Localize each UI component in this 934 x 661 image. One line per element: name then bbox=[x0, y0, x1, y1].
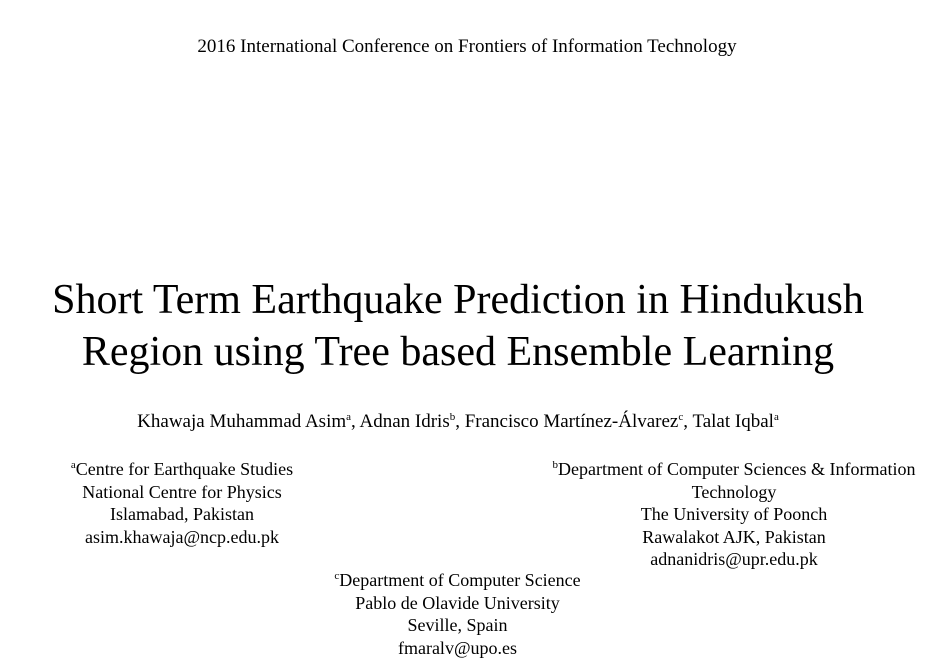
author-separator: , bbox=[455, 411, 465, 432]
affiliation-mark: c bbox=[334, 570, 340, 582]
affiliation-line: Rawalakot AJK, Pakistan bbox=[642, 526, 826, 547]
affiliation-email: adnanidris@upr.edu.pk bbox=[650, 549, 818, 569]
affiliation-line: aCentre for Earthquake Studies bbox=[70, 459, 294, 479]
affiliation-line: Seville, Spain bbox=[407, 615, 508, 635]
affiliation-b: bDepartment of Computer Sciences & Infor… bbox=[538, 458, 930, 571]
affiliation-c: cDepartment of Computer Science Pablo de… bbox=[300, 569, 615, 659]
affiliation-line: cDepartment of Computer Science bbox=[334, 570, 581, 590]
affiliation-email: fmaralv@upo.es bbox=[397, 637, 518, 658]
affiliation-line: National Centre for Physics bbox=[82, 481, 282, 502]
affiliation-mark: a bbox=[70, 459, 76, 471]
affiliation-line: bDepartment of Computer Sciences & Infor… bbox=[552, 459, 916, 479]
affiliation-email: asim.khawaja@ncp.edu.pk bbox=[84, 526, 280, 547]
author-name: Talat Iqbal bbox=[692, 411, 774, 432]
author-list: Khawaja Muhammad Asima, Adnan Idrisb, Fr… bbox=[0, 411, 916, 433]
paper-title: Short Term Earthquake Prediction in Hind… bbox=[0, 274, 916, 378]
title-line-1: Short Term Earthquake Prediction in Hind… bbox=[52, 277, 864, 323]
conference-header: 2016 International Conference on Frontie… bbox=[197, 36, 737, 57]
affiliation-line: Islamabad, Pakistan bbox=[110, 504, 254, 524]
author-mark: b bbox=[449, 411, 456, 423]
title-line-2: Region using Tree based Ensemble Learnin… bbox=[81, 329, 835, 375]
author-separator: , bbox=[351, 411, 360, 432]
author-mark: a bbox=[773, 411, 779, 423]
affiliation-line: Technology bbox=[691, 481, 777, 502]
author-name: Francisco Martínez-Álvarez bbox=[464, 411, 679, 432]
author-mark: c bbox=[678, 411, 684, 423]
author-name: Adnan Idris bbox=[359, 411, 450, 432]
author-name: Khawaja Muhammad Asim bbox=[137, 411, 347, 432]
affiliation-mark: b bbox=[552, 459, 559, 471]
affiliation-line: Pablo de Olavide University bbox=[355, 592, 560, 613]
author-separator: , bbox=[683, 411, 693, 432]
affiliation-a: aCentre for Earthquake Studies National … bbox=[60, 458, 304, 548]
author-mark: a bbox=[346, 411, 352, 423]
affiliation-line: The University of Poonch bbox=[640, 504, 828, 524]
